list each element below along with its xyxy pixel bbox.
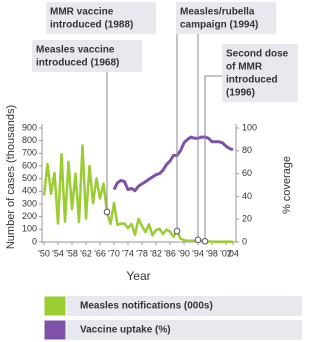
annotation-text: Second dose bbox=[226, 49, 289, 60]
y-tick-label: 700 bbox=[22, 148, 37, 158]
x-tick-label: '54 bbox=[52, 248, 64, 258]
y-tick-label: 600 bbox=[22, 160, 37, 170]
y-tick-label: 400 bbox=[22, 186, 37, 196]
y2-tick-label: 60 bbox=[242, 168, 252, 178]
data-line bbox=[42, 144, 233, 243]
annotation-text: introduced (1968) bbox=[36, 58, 119, 69]
y-tick-label: 900 bbox=[22, 122, 37, 132]
annotation-text: of MMR bbox=[226, 62, 263, 73]
legend-label: Measles notifications (000s) bbox=[80, 301, 213, 312]
y2-tick-label: 0 bbox=[242, 236, 247, 246]
y-tick-label: 0 bbox=[32, 236, 37, 246]
y-tick-label: 300 bbox=[22, 198, 37, 208]
x-tick-label: '62 bbox=[80, 248, 92, 258]
annotation-text: (1996) bbox=[226, 88, 255, 99]
y2-tick-label: 80 bbox=[242, 145, 252, 155]
annotation-marker bbox=[194, 236, 202, 244]
x-tick-label: '86 bbox=[164, 248, 176, 258]
annotation-box bbox=[222, 44, 298, 102]
annotation-marker bbox=[103, 208, 111, 216]
y-axis-title: Number of cases (thousands) bbox=[5, 105, 17, 249]
annotation-text: Measles/rubella bbox=[180, 7, 255, 18]
x-tick-label: '90 bbox=[178, 248, 190, 258]
y2-axis-title: % coverage bbox=[281, 156, 293, 214]
y-tick-label: 800 bbox=[22, 135, 37, 145]
x-tick-label: '82 bbox=[150, 248, 162, 258]
x-tick-label: '78 bbox=[136, 248, 148, 258]
chart: 0 100 200 300 400 500 600 700 800 900 0 20 40 60 80 100… bbox=[5, 2, 302, 341]
x-tick-label: '04 bbox=[227, 248, 239, 258]
annotation-text: introduced (1988) bbox=[50, 20, 133, 31]
annotation-text: introduced bbox=[226, 75, 278, 86]
annotation-text: Measles vaccine bbox=[36, 45, 115, 56]
y-tick-label: 100 bbox=[22, 224, 37, 234]
annotation-box bbox=[176, 2, 276, 34]
x-axis-title: Year bbox=[126, 269, 150, 283]
y2-tick-label: 20 bbox=[242, 214, 252, 224]
annotation-marker bbox=[201, 237, 209, 245]
annotation-text: campaign (1994) bbox=[180, 20, 258, 31]
annotation-marker bbox=[173, 227, 181, 235]
x-tick-label: '50 bbox=[38, 248, 50, 258]
x-tick-label: '66 bbox=[94, 248, 106, 258]
annotation-box bbox=[46, 2, 156, 34]
legend-band bbox=[66, 296, 302, 316]
annotation-text: MMR vaccine bbox=[50, 7, 114, 18]
x-tick-label: '74 bbox=[122, 248, 134, 258]
annotation-box bbox=[32, 40, 142, 72]
x-tick-label: '98 bbox=[206, 248, 218, 258]
x-tick-label: '02 bbox=[220, 248, 232, 258]
legend-band bbox=[66, 320, 302, 340]
y2-tick-label: 40 bbox=[242, 191, 252, 201]
x-tick-label: '94 bbox=[192, 248, 204, 258]
y-tick-label: 500 bbox=[22, 173, 37, 183]
annotation-leader bbox=[204, 75, 222, 242]
legend-swatch bbox=[43, 295, 67, 317]
data-line bbox=[112, 135, 234, 193]
y2-tick-label: 100 bbox=[242, 122, 257, 132]
legend-swatch bbox=[43, 319, 67, 341]
y-tick-label: 200 bbox=[22, 211, 37, 221]
legend-label: Vaccine uptake (%) bbox=[80, 325, 171, 336]
x-tick-label: '58 bbox=[66, 248, 78, 258]
x-tick-label: '70 bbox=[108, 248, 120, 258]
